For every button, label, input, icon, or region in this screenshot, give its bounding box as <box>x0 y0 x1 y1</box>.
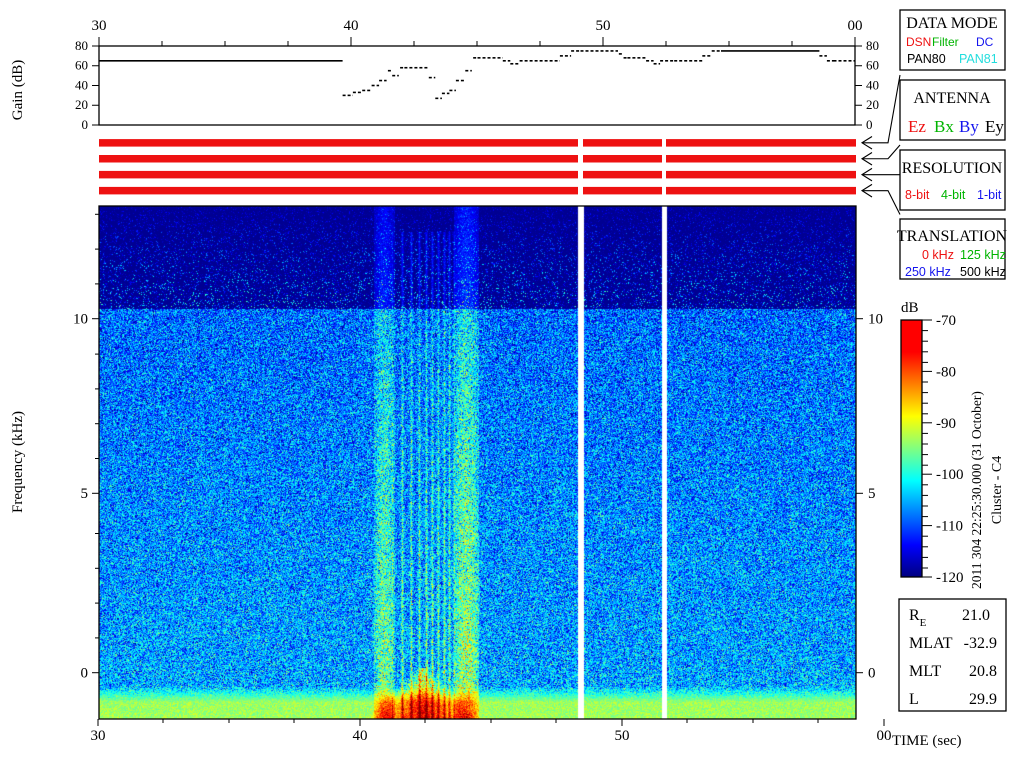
svg-text:0 kHz: 0 kHz <box>922 248 954 262</box>
svg-text:40: 40 <box>344 18 359 34</box>
svg-text:30: 30 <box>92 18 107 34</box>
svg-text:20: 20 <box>866 97 879 112</box>
svg-text:DATA MODE: DATA MODE <box>906 15 998 32</box>
svg-text:-110: -110 <box>936 519 963 535</box>
svg-text:-90: -90 <box>936 416 956 432</box>
svg-text:-100: -100 <box>936 467 964 483</box>
svg-text:2011 304 22:25:30.000 (31 Oc: 2011 304 22:25:30.000 (31 October) <box>969 391 984 589</box>
svg-text:60: 60 <box>866 58 879 73</box>
svg-text:5: 5 <box>81 486 89 502</box>
svg-text:Frequency (kHz): Frequency (kHz) <box>10 411 26 513</box>
svg-text:TIME (sec): TIME (sec) <box>892 733 962 749</box>
svg-text:Gain (dB): Gain (dB) <box>10 60 26 120</box>
svg-text:Ez: Ez <box>908 117 926 136</box>
svg-text:TRANSLATION: TRANSLATION <box>897 228 1008 245</box>
svg-text:500 kHz: 500 kHz <box>960 265 1006 279</box>
svg-text:RESOLUTION: RESOLUTION <box>902 160 1003 177</box>
svg-text:80: 80 <box>866 38 879 53</box>
svg-text:Cluster - C4: Cluster - C4 <box>990 456 1005 524</box>
svg-text:10: 10 <box>868 312 883 328</box>
svg-text:60: 60 <box>75 58 88 73</box>
svg-text:L: L <box>909 691 919 708</box>
svg-text:DC: DC <box>976 35 994 49</box>
svg-text:40: 40 <box>353 728 368 744</box>
svg-text:00: 00 <box>877 728 892 744</box>
svg-text:4-bit: 4-bit <box>941 188 966 202</box>
svg-text:20.8: 20.8 <box>969 663 997 680</box>
svg-text:20: 20 <box>75 97 88 112</box>
svg-text:DSN: DSN <box>906 35 931 49</box>
svg-text:MLT: MLT <box>909 663 942 680</box>
svg-text:PAN80: PAN80 <box>907 52 946 66</box>
svg-text:1-bit: 1-bit <box>977 188 1002 202</box>
svg-text:ANTENNA: ANTENNA <box>913 90 991 107</box>
svg-text:80: 80 <box>75 38 88 53</box>
svg-text:5: 5 <box>868 486 876 502</box>
svg-text:MLAT: MLAT <box>909 635 953 652</box>
svg-text:-80: -80 <box>936 364 956 380</box>
svg-text:-70: -70 <box>936 313 956 329</box>
svg-text:0: 0 <box>82 117 89 132</box>
svg-text:50: 50 <box>596 18 611 34</box>
svg-text:40: 40 <box>75 78 88 93</box>
svg-text:Bx: Bx <box>934 117 954 136</box>
svg-text:8-bit: 8-bit <box>905 188 930 202</box>
svg-text:250 kHz: 250 kHz <box>905 265 951 279</box>
svg-text:10: 10 <box>73 312 88 328</box>
svg-text:125 kHz: 125 kHz <box>960 248 1006 262</box>
svg-text:Filter: Filter <box>932 35 959 49</box>
svg-text:-32.9: -32.9 <box>964 635 997 652</box>
svg-text:21.0: 21.0 <box>962 607 990 624</box>
svg-text:-120: -120 <box>936 570 964 586</box>
svg-text:29.9: 29.9 <box>969 691 997 708</box>
svg-text:30: 30 <box>91 728 106 744</box>
svg-text:PAN81: PAN81 <box>959 52 998 66</box>
svg-text:0: 0 <box>81 666 89 682</box>
svg-text:dB: dB <box>901 300 919 316</box>
svg-text:0: 0 <box>866 117 873 132</box>
svg-text:By: By <box>959 117 979 136</box>
svg-text:Ey: Ey <box>985 117 1004 136</box>
svg-text:0: 0 <box>868 666 876 682</box>
svg-text:40: 40 <box>866 78 879 93</box>
svg-text:50: 50 <box>615 728 630 744</box>
svg-text:00: 00 <box>848 18 863 34</box>
